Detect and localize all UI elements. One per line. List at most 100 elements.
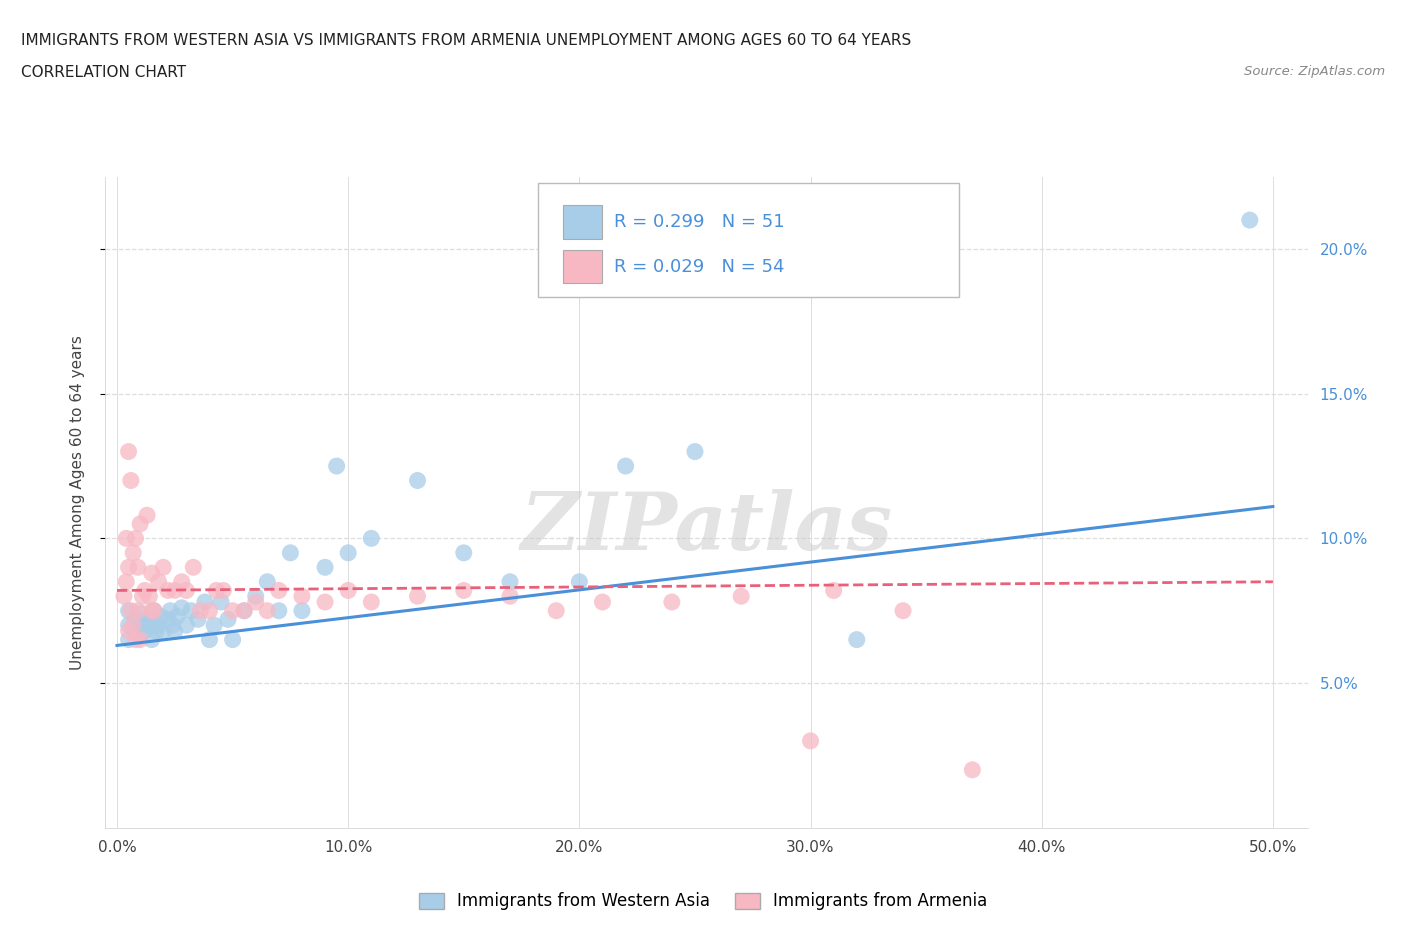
Text: R = 0.029   N = 54: R = 0.029 N = 54 [614,258,785,275]
Point [799,734,821,749]
Text: IMMIGRANTS FROM WESTERN ASIA VS IMMIGRANTS FROM ARMENIA UNEMPLOYMENT AMONG AGES : IMMIGRANTS FROM WESTERN ASIA VS IMMIGRAN… [21,33,911,47]
Point [661,594,683,609]
Legend: Immigrants from Western Asia, Immigrants from Armenia: Immigrants from Western Asia, Immigrants… [412,885,994,917]
Point [127,604,149,618]
Point [198,604,221,618]
Point [823,583,845,598]
Point [337,545,360,560]
Point [212,583,235,598]
Point [314,594,336,609]
Point [891,604,914,618]
Point [122,545,145,560]
Point [360,594,382,609]
Point [156,583,179,598]
Point [117,560,139,575]
Point [136,618,159,632]
Point [181,560,204,575]
Point [122,618,145,632]
Point [962,763,984,777]
Point [360,531,382,546]
Point [180,604,202,618]
Point [141,565,163,580]
Point [143,604,166,618]
Point [188,604,211,618]
Point [124,612,146,627]
Point [217,612,239,627]
Point [453,583,475,598]
Point [406,473,429,488]
Point [614,458,637,473]
Point [112,589,135,604]
Point [194,594,217,609]
Point [845,632,868,647]
Point [129,632,152,647]
Point [170,601,193,616]
Y-axis label: Unemployment Among Ages 60 to 64 years: Unemployment Among Ages 60 to 64 years [70,335,84,670]
Point [683,445,706,459]
FancyBboxPatch shape [564,249,602,284]
Point [120,604,142,618]
Point [138,589,160,604]
Point [120,473,142,488]
Point [127,560,149,575]
Point [221,604,243,618]
Point [134,583,156,598]
Point [148,618,170,632]
Point [131,589,153,604]
Point [134,623,156,638]
Point [280,545,302,560]
Point [145,623,167,638]
Point [156,612,179,627]
Point [730,589,752,604]
Point [148,575,170,590]
Point [291,589,314,604]
Point [141,604,163,618]
Text: R = 0.299   N = 51: R = 0.299 N = 51 [614,213,785,232]
Point [117,632,139,647]
Point [176,618,198,632]
Point [546,604,568,618]
Point [406,589,429,604]
Point [499,575,522,590]
Point [568,575,591,590]
Point [499,589,522,604]
Point [209,594,232,609]
Point [233,604,256,618]
Point [129,630,152,644]
FancyBboxPatch shape [538,183,959,298]
Point [152,560,174,575]
Point [143,604,166,618]
Point [205,583,228,598]
Point [314,560,336,575]
Point [245,589,267,604]
Point [187,612,209,627]
Point [170,575,193,590]
Point [163,623,186,638]
Point [117,623,139,638]
Text: CORRELATION CHART: CORRELATION CHART [21,65,186,80]
Point [202,618,225,632]
Point [117,604,139,618]
Point [337,583,360,598]
Point [221,632,243,647]
Point [115,575,138,590]
Point [136,508,159,523]
Point [124,623,146,638]
Point [124,531,146,546]
Point [198,632,221,647]
Point [291,604,314,618]
Point [129,516,152,531]
Point [245,594,267,609]
Point [256,575,278,590]
Point [1239,213,1261,228]
Point [138,612,160,627]
Point [159,604,181,618]
Point [267,583,290,598]
Point [592,594,614,609]
Point [267,604,290,618]
FancyBboxPatch shape [564,206,602,239]
Point [117,618,139,632]
Point [166,609,188,624]
Point [325,458,347,473]
Point [124,632,146,647]
